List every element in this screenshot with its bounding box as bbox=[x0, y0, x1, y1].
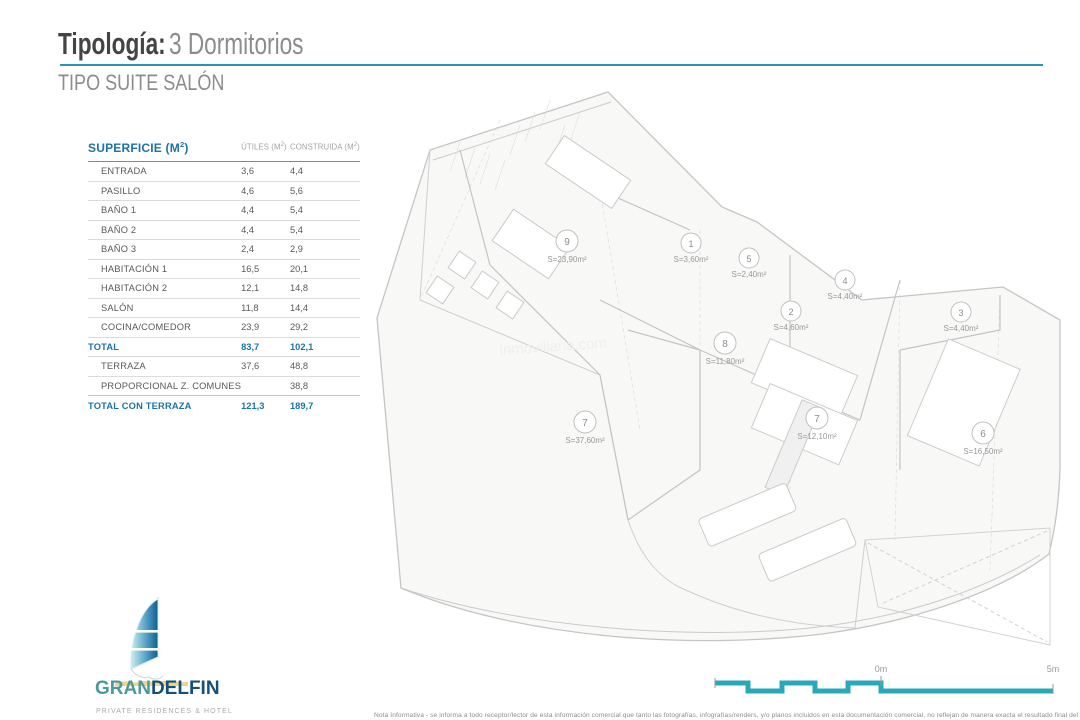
svg-text:0m: 0m bbox=[875, 664, 888, 674]
svg-text:5m: 5m bbox=[1047, 664, 1060, 674]
